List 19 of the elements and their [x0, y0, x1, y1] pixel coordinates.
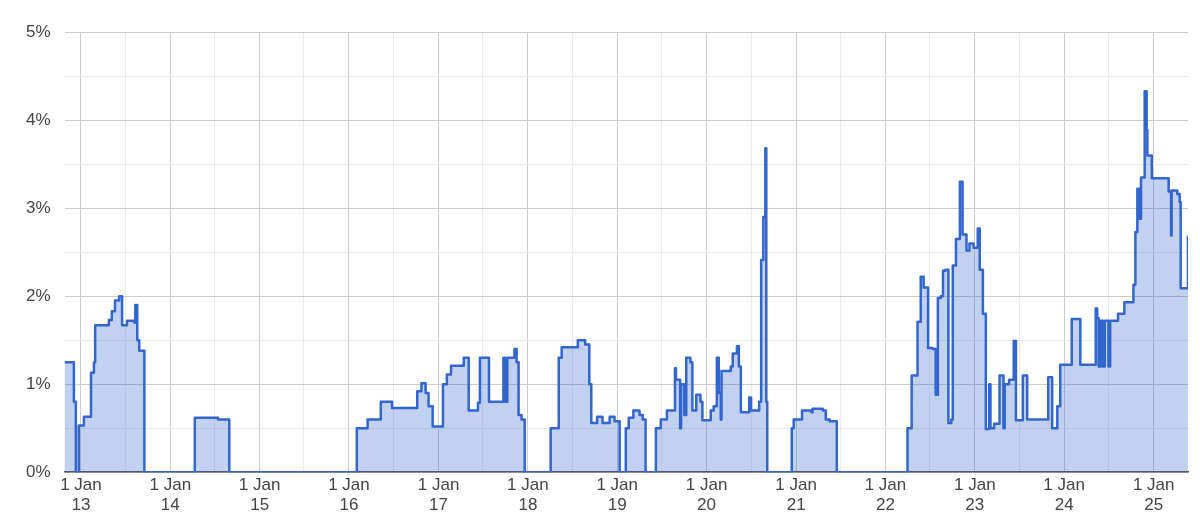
x-tick-label: 1 Jan 14	[149, 475, 192, 515]
x-tick-label: 1 Jan 22	[864, 475, 907, 515]
y-tick-label: 5%	[25, 21, 51, 41]
x-tick-label: 1 Jan 18	[507, 475, 549, 515]
y-tick-label: 0%	[25, 461, 51, 481]
y-tick-label: 3%	[25, 197, 51, 217]
x-tick-label: 1 Jan 24	[1043, 475, 1085, 515]
x-tick-label: 1 Jan 20	[685, 475, 728, 515]
y-tick-label: 4%	[25, 109, 51, 129]
x-tick-label: 1 Jan 13	[60, 475, 102, 515]
x-tick-label: 1 Jan 19	[596, 475, 639, 515]
x-tick-label: 1 Jan 16	[328, 475, 370, 515]
x-tick-label: 1 Jan 17	[417, 475, 460, 515]
x-tick-label: 1 Jan 25	[1132, 475, 1175, 515]
x-tick-label: 1 Jan 23	[954, 475, 996, 515]
x-tick-label: 1 Jan 15	[238, 475, 281, 515]
y-tick-label: 1%	[25, 373, 51, 393]
y-tick-label: 2%	[25, 285, 51, 305]
x-tick-label: 1 Jan 21	[775, 475, 817, 515]
